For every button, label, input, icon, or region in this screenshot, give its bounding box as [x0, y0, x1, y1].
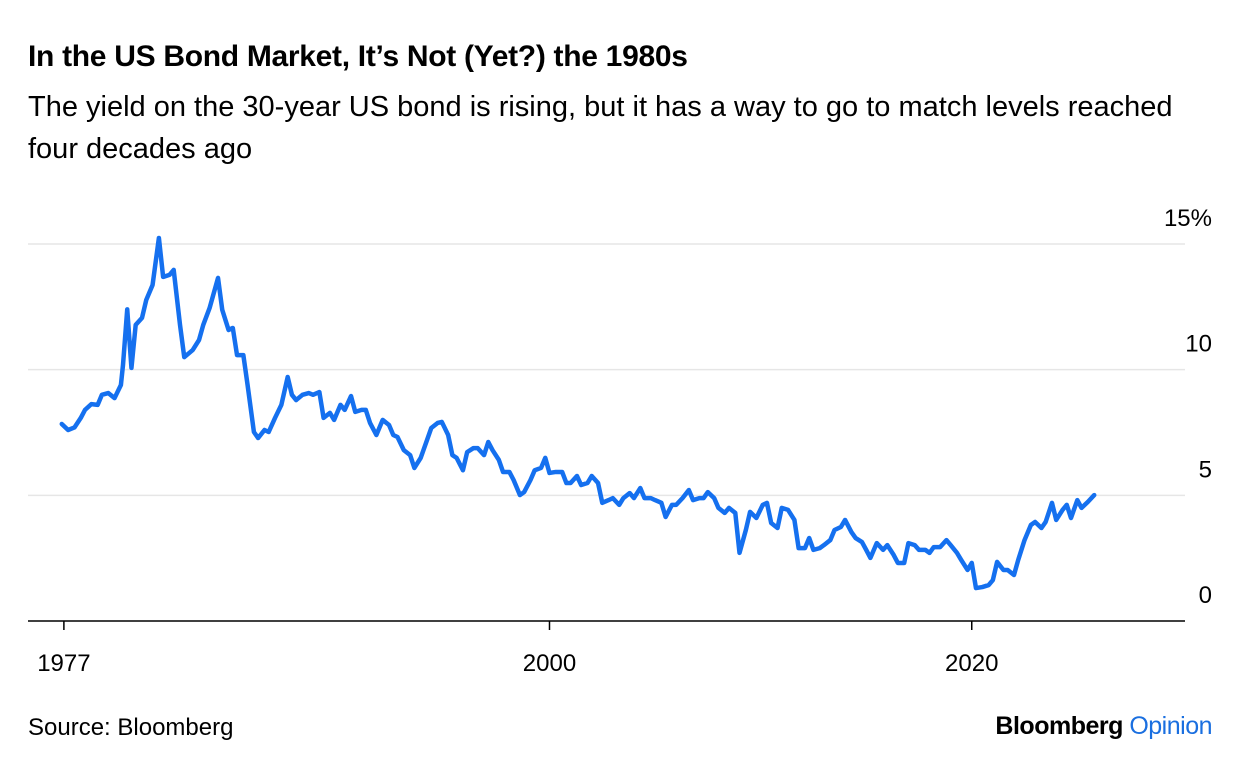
x-tick-label: 2000: [523, 650, 576, 677]
y-tick-label: 15%: [1164, 205, 1212, 232]
logo: Bloomberg Opinion: [995, 712, 1212, 741]
y-tick-label: 10: [1185, 331, 1212, 358]
chart-title: In the US Bond Market, It’s Not (Yet?) t…: [28, 40, 688, 73]
y-tick-label: 5: [1199, 456, 1212, 483]
logo-brand: Bloomberg: [995, 712, 1123, 740]
x-tick-label: 1977: [37, 650, 90, 677]
chart-subtitle: The yield on the 30-year US bond is risi…: [28, 91, 1173, 165]
x-tick-label: 2020: [945, 650, 998, 677]
source-note: Source: Bloomberg: [28, 714, 234, 741]
logo-suffix: Opinion: [1129, 712, 1212, 740]
y-tick-label: 0: [1199, 582, 1212, 609]
yield-line: [59, 235, 1097, 591]
